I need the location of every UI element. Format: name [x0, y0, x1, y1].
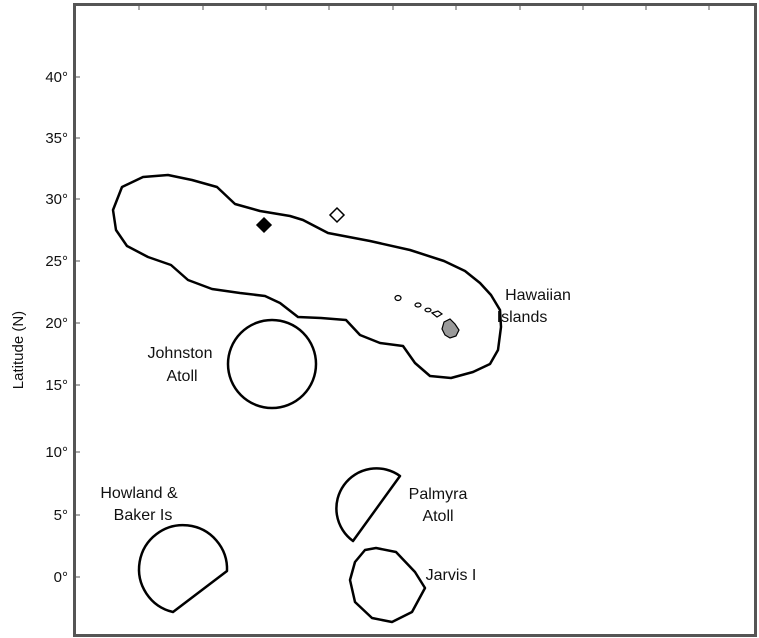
molokai-island: [424, 307, 432, 313]
y-axis-label: Latitude (N): [10, 311, 27, 389]
lat-label-15: 15°: [45, 377, 68, 394]
filled-diamond-marker: [255, 216, 273, 234]
lat-label-10: 10°: [45, 444, 68, 461]
lat-label-5: 5°: [54, 507, 68, 524]
lat-tick-labels: 40° 35° 30° 25° 20° 15° 10° 5° 0°: [45, 69, 68, 586]
lat-label-0: 0°: [54, 569, 68, 586]
kauai-island: [394, 294, 402, 302]
palmyra-atoll-region: [335, 467, 402, 543]
jarvis-label: Jarvis I: [426, 567, 477, 584]
hawaiian-islands-region: [111, 173, 503, 380]
hawaiian-label-line1: Hawaiian: [505, 287, 571, 304]
lat-label-20: 20°: [45, 315, 68, 332]
main-hawaiian-islands: [394, 294, 460, 339]
map-frame: [73, 3, 757, 637]
lat-ticks: [74, 76, 80, 578]
lat-label-25: 25°: [45, 253, 68, 270]
johnston-atoll-region: [226, 318, 318, 410]
johnston-label-line1: Johnston: [148, 345, 213, 362]
jarvis-island-region: [348, 546, 427, 624]
lat-label-40: 40°: [45, 69, 68, 86]
palmyra-label-line1: Palmyra: [409, 486, 468, 503]
lat-label-35: 35°: [45, 130, 68, 147]
lat-label-30: 30°: [45, 191, 68, 208]
palmyra-label-line2: Atoll: [422, 508, 453, 525]
howland-baker-region: [137, 523, 229, 614]
maui-island: [430, 310, 444, 318]
hawaiian-label-line2: Islands: [497, 309, 548, 326]
open-diamond-marker: [328, 206, 346, 224]
big-island: [441, 318, 460, 339]
howland-label-line1: Howland &: [100, 485, 178, 502]
johnston-label-line2: Atoll: [166, 368, 197, 385]
top-ticks: [138, 4, 710, 10]
howland-label-line2: Baker Is: [114, 507, 173, 524]
oahu-island: [414, 302, 422, 308]
